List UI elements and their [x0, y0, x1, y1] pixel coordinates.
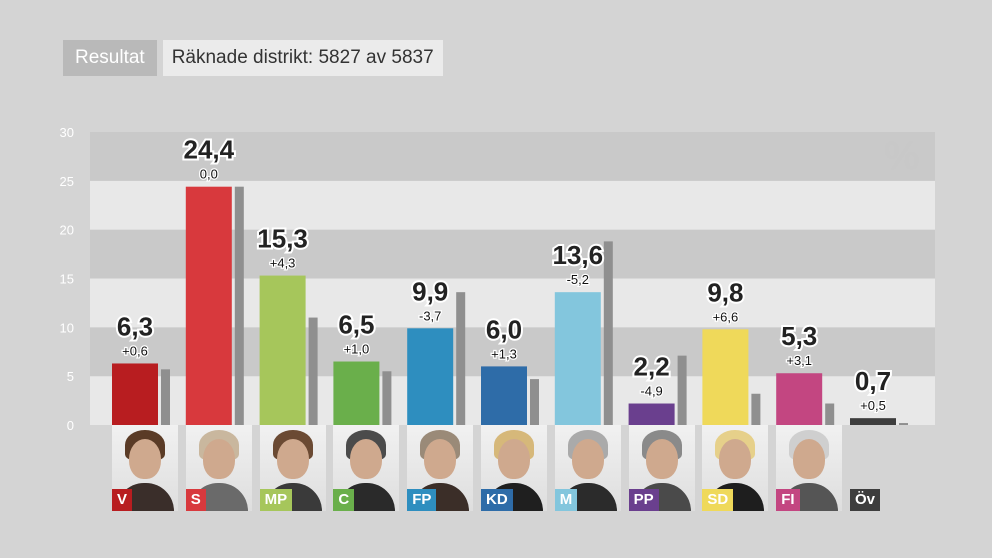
bar — [776, 373, 823, 425]
value-label: 6,5 — [338, 310, 374, 340]
party-label: Öv — [850, 489, 881, 511]
party-leader-v: V — [112, 425, 178, 511]
previous-bar — [530, 379, 539, 425]
previous-bar — [308, 317, 318, 425]
previous-bar — [456, 292, 466, 425]
value-label: 2,2 — [634, 352, 670, 382]
change-label: +0,6 — [122, 343, 148, 358]
y-tick-label: 10 — [60, 320, 74, 335]
party-label: C — [333, 489, 355, 511]
district-count: Räknade distrikt: 5827 av 5837 — [162, 40, 443, 76]
value-label: 15,3 — [257, 224, 308, 254]
previous-bar — [234, 186, 244, 425]
y-tick-label: 30 — [60, 125, 74, 140]
previous-bar — [899, 423, 908, 425]
party-label: FP — [407, 489, 437, 511]
value-label: 6,0 — [486, 314, 522, 344]
bar — [333, 361, 380, 425]
previous-bar — [603, 241, 613, 425]
change-label: +1,3 — [491, 346, 517, 361]
header: Resultat Räknade distrikt: 5827 av 5837 — [63, 40, 443, 76]
bar — [112, 363, 158, 425]
value-label: 6,3 — [117, 311, 153, 341]
value-label: 9,9 — [412, 276, 448, 306]
change-label: +3,1 — [786, 353, 812, 368]
party-leader-sd: SD — [702, 425, 769, 511]
party-leader-fi: FI — [776, 425, 843, 511]
party-leader-m: M — [554, 425, 621, 511]
change-label: +1,0 — [344, 342, 370, 357]
party-label: PP — [628, 489, 659, 511]
bar — [259, 275, 306, 425]
y-tick-label: 25 — [60, 174, 74, 189]
y-tick-label: 15 — [60, 272, 74, 287]
y-tick-label: 20 — [60, 223, 74, 238]
party-label: SD — [702, 489, 734, 511]
party-leader-öv: Öv — [850, 425, 916, 511]
party-label: FI — [776, 489, 800, 511]
value-label: 9,8 — [707, 277, 743, 307]
leader-portrait — [407, 425, 474, 511]
leader-portrait — [776, 425, 843, 511]
party-leader-c: C — [333, 425, 400, 511]
leader-portrait — [112, 425, 178, 511]
bar — [628, 403, 675, 425]
bar — [850, 418, 896, 425]
leader-portrait — [259, 425, 326, 511]
previous-bar — [751, 393, 761, 425]
previous-bar — [825, 403, 835, 425]
party-label: KD — [481, 489, 513, 511]
y-tick-label: 5 — [67, 369, 74, 384]
bar — [185, 186, 232, 425]
party-leader-kd: KD — [481, 425, 547, 511]
percent-symbol: % — [884, 134, 920, 178]
party-label: V — [112, 489, 133, 511]
party-label: M — [554, 489, 578, 511]
grid-band — [90, 132, 935, 181]
change-label: +4,3 — [270, 256, 296, 271]
change-label: +0,5 — [860, 398, 886, 413]
value-label: 24,4 — [183, 135, 234, 165]
change-label: 0,0 — [200, 167, 218, 182]
party-leader-fp: FP — [407, 425, 474, 511]
bar — [702, 329, 749, 425]
party-leader-s: S — [185, 425, 252, 511]
change-label: +6,6 — [713, 309, 739, 324]
bar — [407, 328, 454, 425]
bar — [481, 366, 527, 425]
previous-bar — [677, 355, 687, 425]
party-label: MP — [259, 489, 293, 511]
party-label: S — [185, 489, 206, 511]
change-label: -3,7 — [419, 308, 441, 323]
result-tab[interactable]: Resultat — [63, 40, 157, 76]
bar — [554, 292, 601, 425]
previous-bar — [161, 369, 170, 425]
value-label: 0,7 — [855, 366, 891, 396]
party-leader-mp: MP — [259, 425, 326, 511]
y-tick-label: 0 — [67, 418, 74, 433]
previous-bar — [382, 371, 392, 425]
party-leader-pp: PP — [628, 425, 695, 511]
change-label: -5,2 — [567, 272, 589, 287]
value-label: 13,6 — [552, 240, 603, 270]
value-label: 5,3 — [781, 321, 817, 351]
change-label: -4,9 — [640, 384, 662, 399]
